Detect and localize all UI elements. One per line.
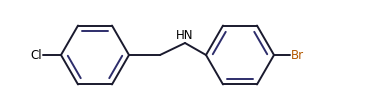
Text: Cl: Cl [30,49,42,61]
Text: Br: Br [291,49,304,61]
Text: HN: HN [176,29,194,42]
